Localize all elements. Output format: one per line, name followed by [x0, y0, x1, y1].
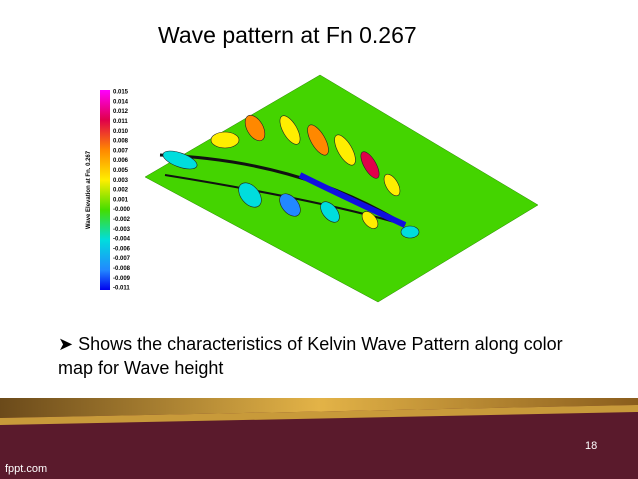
colorbar-label: 0.006: [113, 158, 129, 164]
colorbar-label: -0.002: [113, 217, 131, 223]
footer-background: [0, 405, 638, 479]
colorbar-label: 0.015: [113, 90, 129, 96]
colorbar-label: 0.007: [113, 148, 129, 154]
colorbar-label: 0.014: [113, 99, 129, 105]
colorbar-label: -0.009: [113, 276, 131, 282]
footer-stripe: [0, 405, 638, 425]
colorbar-label: -0.003: [113, 227, 131, 233]
footer-text: fppt.com: [5, 463, 48, 475]
colorbar-label: 0.002: [113, 188, 129, 194]
colorbar-label: 0.003: [113, 178, 129, 184]
bullet: ➤ Shows the characteristics of Kelvin Wa…: [58, 334, 563, 378]
colorbar-label: -0.007: [113, 256, 131, 262]
colorbar-label: 0.011: [113, 119, 128, 125]
colorbar-label: 0.010: [113, 129, 129, 135]
colorbar-label: -0.011: [113, 286, 130, 292]
bullet-text: Shows the characteristics of Kelvin Wave…: [58, 334, 563, 378]
page-number: 18: [585, 440, 598, 452]
colorbar-label: -0.000: [113, 207, 131, 213]
wave-plane: [144, 74, 539, 303]
colorbar-label: 0.001: [113, 197, 129, 203]
wave-pattern: [159, 114, 420, 239]
colorbar-label: -0.006: [113, 246, 131, 252]
colorbar-label: -0.004: [113, 237, 131, 243]
colorbar-title: Wave Elevation at Fn. 0.267: [86, 150, 92, 229]
colorbar-label: 0.012: [113, 109, 129, 115]
colorbar-label: 0.005: [113, 168, 129, 174]
colorbar-label: -0.008: [113, 266, 131, 272]
colorbar: [100, 90, 110, 290]
slide-title: Wave pattern at Fn 0.267: [158, 22, 417, 48]
colorbar-label: 0.008: [113, 139, 129, 145]
colorbar-labels: 0.015 0.014 0.012 0.011 0.010 0.008 0.007 0.006…: [113, 90, 131, 292]
